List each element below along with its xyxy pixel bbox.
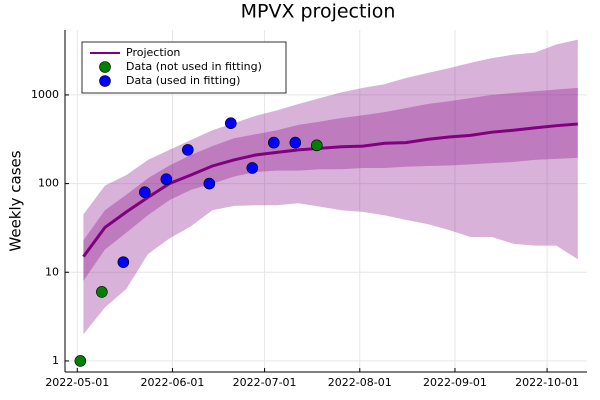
data-point <box>74 355 87 367</box>
x-tick-label: 2022-10-01 <box>515 376 579 389</box>
data-point <box>246 162 259 174</box>
x-tick-label: 2022-09-01 <box>423 376 487 389</box>
data-point <box>117 256 130 268</box>
legend-label: Data (used in fitting) <box>126 74 240 87</box>
data-point <box>160 173 173 186</box>
data-point <box>289 136 302 149</box>
x-tick-label: 2022-07-01 <box>233 376 297 389</box>
data-point <box>182 144 194 156</box>
legend-label: Projection <box>126 46 180 59</box>
data-point <box>225 117 237 129</box>
projection-line <box>82 122 578 258</box>
data-point <box>267 136 280 149</box>
legend-swatch <box>99 61 111 73</box>
y-tick-label: 10 <box>45 265 59 278</box>
y-tick-label: 1000 <box>31 88 59 101</box>
data-point <box>203 177 216 190</box>
y-tick-label: 100 <box>38 177 59 190</box>
x-tick-label: 2022-06-01 <box>141 376 205 389</box>
data-point <box>96 286 108 298</box>
y-tick-label: 1 <box>52 354 59 367</box>
data-point <box>139 186 151 198</box>
x-tick-label: 2022-05-01 <box>45 376 109 389</box>
legend-box <box>81 41 287 94</box>
data-point <box>310 139 323 152</box>
legend-swatch <box>99 75 111 87</box>
chart-title: MPVX projection <box>241 1 396 23</box>
y-axis-label: Weekly cases <box>7 150 25 251</box>
legend-label: Data (not used in fitting) <box>126 60 262 73</box>
confidence-band <box>83 39 578 335</box>
x-tick-label: 2022-08-01 <box>328 376 392 389</box>
